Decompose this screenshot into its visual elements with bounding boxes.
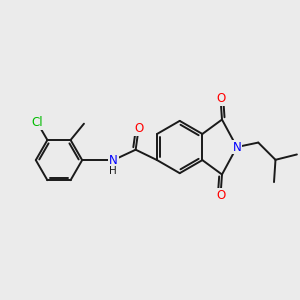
Text: O: O	[216, 189, 225, 203]
Text: O: O	[216, 92, 225, 105]
Text: Cl: Cl	[31, 116, 43, 129]
Text: N: N	[109, 154, 118, 166]
Text: N: N	[232, 140, 241, 154]
Text: O: O	[134, 122, 143, 135]
Text: H: H	[109, 167, 117, 176]
